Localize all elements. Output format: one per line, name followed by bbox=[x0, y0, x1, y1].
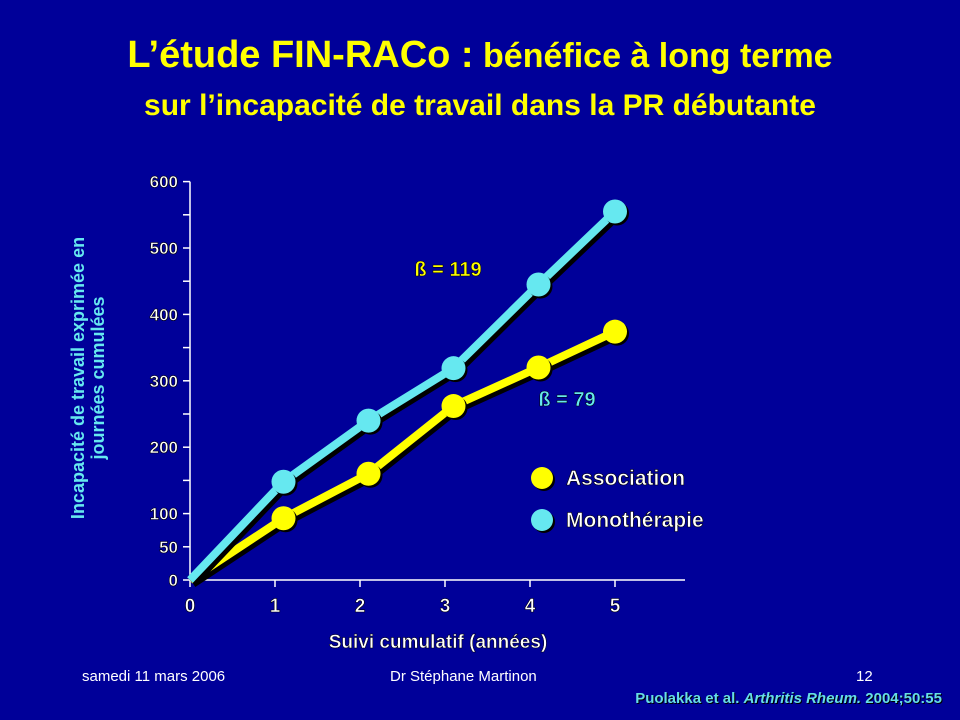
x-tick-label: 1 bbox=[270, 596, 281, 617]
data-point bbox=[356, 408, 381, 433]
x-tick-label: 4 bbox=[525, 596, 536, 617]
legend-label: Association bbox=[566, 467, 685, 490]
footer-author: Dr Stéphane Martinon bbox=[390, 668, 537, 685]
y-tick-label: 300 bbox=[150, 372, 178, 391]
series-line bbox=[187, 208, 618, 583]
y-tick-label: 200 bbox=[150, 438, 178, 457]
data-point bbox=[441, 356, 466, 381]
data-point bbox=[271, 506, 296, 531]
footer-page: 12 bbox=[856, 668, 873, 685]
y-tick-label: 0 bbox=[169, 571, 178, 590]
citation-authors: Puolakka et al. bbox=[635, 690, 744, 707]
footer-date: samedi 11 mars 2006 bbox=[82, 668, 226, 685]
y-tick-label: 600 bbox=[150, 173, 178, 192]
data-point bbox=[603, 319, 627, 344]
slope-annotation: ß = 119 bbox=[414, 259, 481, 281]
series-line bbox=[187, 328, 617, 584]
title-line-1-rest: bénéfice à long terme bbox=[473, 37, 833, 75]
legend-marker bbox=[531, 509, 553, 531]
data-point bbox=[441, 394, 466, 419]
title-line-1: L’étude FIN-RACo : bénéfice à long terme bbox=[0, 30, 960, 81]
legend-marker bbox=[531, 467, 553, 489]
citation-journal: Arthritis Rheum. bbox=[743, 690, 862, 707]
series-shadow bbox=[188, 328, 620, 588]
y-tick-label: 50 bbox=[159, 538, 178, 557]
x-tick-label: 5 bbox=[610, 596, 621, 617]
y-tick-label: 400 bbox=[150, 305, 178, 324]
legend-label: Monothérapie bbox=[566, 509, 704, 532]
title-study-name: L’étude FIN-RACo : bbox=[127, 34, 474, 76]
y-axis-title-line-1: Incapacité de travail exprimée en bbox=[68, 237, 88, 519]
x-axis-title: Suivi cumulatif (années) bbox=[329, 632, 548, 653]
citation: Puolakka et al. Arthritis Rheum. 2004;50… bbox=[635, 690, 942, 707]
x-tick-label: 3 bbox=[440, 596, 451, 617]
data-point bbox=[271, 469, 296, 494]
slope-annotation: ß = 79 bbox=[538, 389, 595, 411]
y-tick-label: 500 bbox=[150, 239, 178, 258]
x-tick-label: 0 bbox=[185, 596, 196, 617]
data-point bbox=[526, 272, 551, 297]
y-tick-label: 100 bbox=[150, 505, 178, 524]
slide-title: L’étude FIN-RACo : bénéfice à long terme… bbox=[0, 30, 960, 131]
x-tick-label: 2 bbox=[355, 596, 366, 617]
data-point bbox=[526, 355, 551, 380]
data-point bbox=[603, 199, 627, 224]
citation-ref: 2004;50:55 bbox=[861, 690, 942, 707]
y-axis-title-line-2: journées cumulées bbox=[88, 296, 108, 460]
title-line-2: sur l’incapacité de travail dans la PR d… bbox=[144, 89, 816, 122]
data-point bbox=[356, 461, 381, 486]
